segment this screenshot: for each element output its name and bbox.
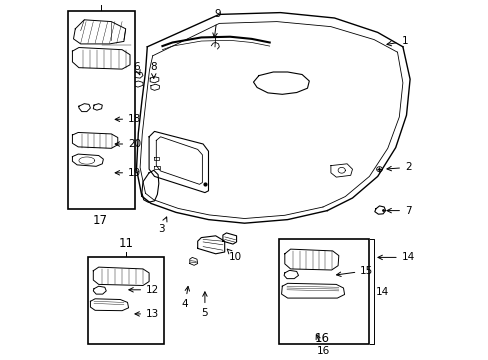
Bar bbox=[278, 239, 368, 344]
Bar bbox=[68, 11, 134, 209]
Text: 9: 9 bbox=[212, 9, 221, 37]
Text: 5: 5 bbox=[201, 292, 208, 318]
Text: 19: 19 bbox=[115, 168, 141, 178]
Text: 17: 17 bbox=[93, 214, 108, 227]
Text: 14: 14 bbox=[377, 252, 414, 262]
Text: 8: 8 bbox=[150, 62, 157, 78]
Text: 18: 18 bbox=[115, 114, 141, 124]
Text: 16: 16 bbox=[314, 332, 329, 345]
Text: 10: 10 bbox=[227, 249, 242, 262]
Text: 1: 1 bbox=[386, 36, 407, 46]
Text: 7: 7 bbox=[386, 206, 411, 216]
Text: 6: 6 bbox=[133, 62, 140, 75]
Text: 11: 11 bbox=[118, 237, 133, 250]
Text: 12: 12 bbox=[128, 285, 159, 295]
Text: 3: 3 bbox=[158, 217, 166, 234]
Bar bbox=[88, 257, 163, 344]
Text: 15: 15 bbox=[336, 266, 373, 276]
Text: 20: 20 bbox=[115, 139, 141, 149]
Text: 14: 14 bbox=[375, 287, 388, 297]
Text: 4: 4 bbox=[182, 287, 189, 309]
Text: 13: 13 bbox=[135, 309, 159, 319]
Text: 2: 2 bbox=[386, 162, 411, 172]
Text: 16: 16 bbox=[315, 335, 330, 356]
